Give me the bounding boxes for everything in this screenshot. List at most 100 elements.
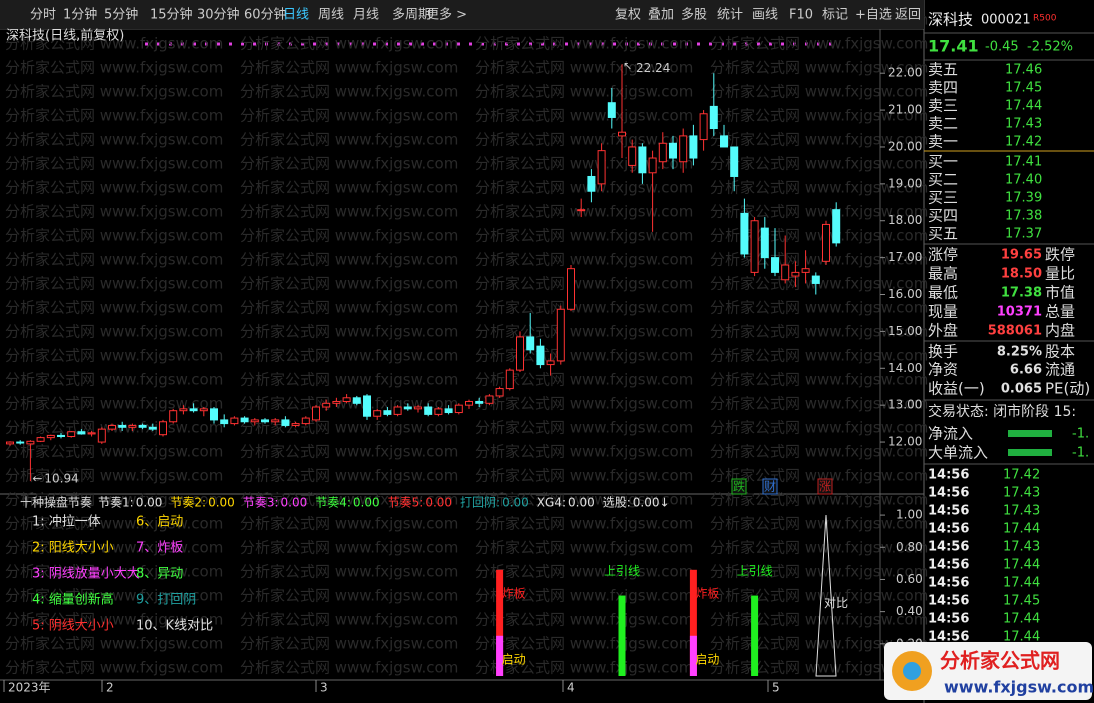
y-tick-label: 22.00 (888, 66, 922, 80)
candle-body (148, 426, 157, 430)
event-box (762, 478, 778, 495)
candle-body (322, 402, 331, 408)
legend-item: 9、打回阴 (136, 593, 196, 608)
watermark: 分析家公式网 www.fxjgsw.com (5, 83, 223, 101)
candle-body (801, 268, 810, 273)
period-tab[interactable]: 30分钟 (197, 7, 240, 23)
watermark: 分析家公式网 www.fxjgsw.com (240, 203, 458, 221)
watermark: 分析家公式网 www.fxjgsw.com (240, 491, 458, 509)
candle-body (556, 308, 565, 362)
period-tab[interactable]: 日线 (283, 8, 309, 23)
watermark: 分析家公式网 www.fxjgsw.com (240, 299, 458, 317)
stat-value: 8.25% (997, 345, 1042, 360)
tool-button[interactable]: 复权 (615, 7, 641, 23)
watermark: 分析家公式网 www.fxjgsw.com (240, 251, 458, 269)
candle-body (822, 223, 830, 262)
tool-button[interactable]: 统计 (717, 8, 743, 23)
watermark: 分析家公式网 www.fxjgsw.com (240, 419, 458, 437)
period-tab[interactable]: 5分钟 (104, 7, 138, 23)
period-tab[interactable]: 60分钟 (244, 7, 287, 23)
tool-button[interactable]: 标记 (822, 8, 848, 23)
ask-price: 17.44 (1005, 99, 1042, 114)
candle-body (26, 440, 35, 445)
tick-price: 17.43 (1003, 504, 1040, 519)
period-tab[interactable]: 15分钟 (150, 7, 193, 23)
watermark: 分析家公式网 www.fxjgsw.com (475, 587, 693, 605)
date-label: 5 (772, 681, 780, 695)
candle-body (169, 410, 178, 423)
tick-time: 14:56 (928, 612, 969, 627)
candle-body (495, 388, 504, 397)
toolbar (0, 0, 924, 29)
candle-body (67, 431, 76, 438)
event-label: 涨 (819, 479, 831, 494)
watermark: 分析家公式网 www.fxjgsw.com (5, 587, 223, 605)
param-value: 0.00 (353, 496, 380, 510)
watermark: 分析家公式网 www.fxjgsw.com (5, 659, 223, 677)
signal-bar (618, 595, 626, 676)
candle-body (36, 437, 45, 442)
watermark: 分析家公式网 www.fxjgsw.com (5, 299, 223, 317)
watermark: 分析家公式网 www.fxjgsw.com (475, 659, 693, 677)
candle-body (597, 150, 606, 185)
signal-label: 炸板 (695, 586, 719, 600)
period-tab[interactable]: 1分钟 (63, 7, 97, 23)
tick-time: 14:56 (928, 576, 969, 591)
period-tab[interactable]: 月线 (353, 8, 379, 23)
legend-item: 10、K线对比 (136, 619, 213, 634)
tool-button[interactable]: F10 (789, 8, 813, 23)
param-value: 0.00 (502, 496, 529, 510)
watermark: 分析家公式网 www.fxjgsw.com (710, 131, 928, 149)
tool-button[interactable]: 多股 (681, 7, 707, 23)
watermark: 分析家公式网 www.fxjgsw.com (5, 467, 223, 485)
watermark: 分析家公式网 www.fxjgsw.com (5, 179, 223, 197)
last-price: 17.41 (928, 37, 979, 56)
signal-label: 启动 (695, 652, 719, 666)
signal-label: 上引线 (737, 564, 773, 578)
flow-bar (1008, 449, 1052, 456)
candle-body (301, 417, 310, 425)
watermark: 分析家公式网 www.fxjgsw.com (240, 179, 458, 197)
candle-body (771, 257, 779, 273)
param-value: 0.00 (208, 496, 235, 510)
legend-item: 4: 缩量创新高 (32, 592, 114, 608)
watermark: 分析家公式网 www.fxjgsw.com (475, 275, 693, 293)
watermark: 分析家公式网 www.fxjgsw.com (240, 131, 458, 149)
watermark: 分析家公式网 www.fxjgsw.com (240, 371, 458, 389)
tool-button[interactable]: 画线 (752, 8, 778, 23)
trade-status: 交易状态: 闭市阶段 15: (928, 403, 1076, 420)
period-tab[interactable]: 更多 > (426, 7, 467, 23)
y-tick-label: 15.00 (888, 324, 922, 338)
candle-body (577, 209, 586, 212)
watermark: 分析家公式网 www.fxjgsw.com (710, 347, 928, 365)
tool-button[interactable]: 叠加 (648, 8, 674, 23)
period-tab[interactable]: 周线 (318, 8, 344, 23)
watermark: 分析家公式网 www.fxjgsw.com (240, 515, 458, 533)
param-label: 选股: (603, 496, 631, 510)
tool-button[interactable]: 返回 (895, 8, 921, 23)
stat-label: 涨停 (928, 246, 958, 264)
watermark: 分析家公式网 www.fxjgsw.com (710, 203, 928, 221)
bid-label: 买二 (928, 171, 958, 189)
stat-value: 0.065 (1001, 382, 1042, 397)
watermark: 分析家公式网 www.fxjgsw.com (5, 635, 223, 653)
period-tab[interactable]: 分时 (30, 8, 56, 23)
high-label: 22.24 (636, 61, 670, 75)
logo-bg (884, 642, 1092, 700)
watermark: 分析家公式网 www.fxjgsw.com (710, 83, 928, 101)
watermark: 分析家公式网 www.fxjgsw.com (240, 155, 458, 173)
candle-body (97, 428, 106, 443)
y-tick-label: 1.00 (896, 508, 923, 522)
period-tab[interactable]: 多周期 (392, 7, 431, 23)
watermark: 分析家公式网 www.fxjgsw.com (475, 611, 693, 629)
candle-body (414, 406, 422, 410)
flow-bar (1008, 430, 1052, 437)
tool-button[interactable]: +自选 (855, 8, 892, 23)
y-tick-label: 12.00 (888, 435, 922, 449)
date-label: 3 (320, 681, 328, 695)
candle-body (832, 209, 841, 244)
watermark: 分析家公式网 www.fxjgsw.com (475, 83, 693, 101)
tick-price: 17.43 (1003, 540, 1040, 555)
